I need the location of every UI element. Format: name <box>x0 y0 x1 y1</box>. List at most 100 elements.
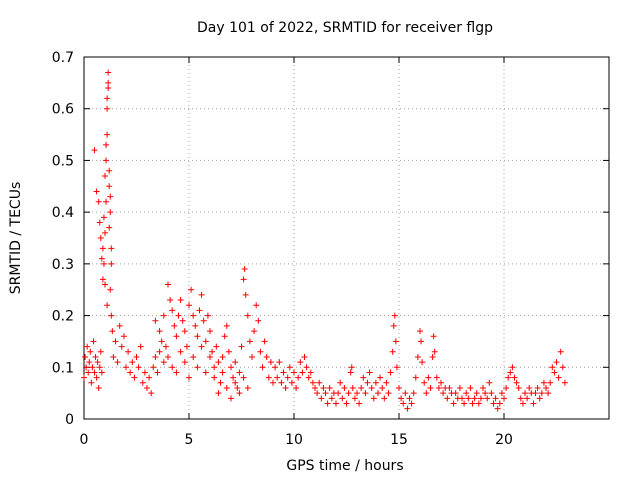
data-point <box>377 374 384 381</box>
data-point <box>385 390 392 397</box>
data-point <box>370 395 377 402</box>
data-point <box>194 364 201 371</box>
data-point <box>228 364 234 371</box>
data-point <box>236 369 243 376</box>
data-point <box>326 384 333 391</box>
data-point <box>89 364 96 371</box>
data-point <box>112 338 119 345</box>
data-point <box>324 400 331 407</box>
data-point <box>469 400 476 407</box>
data-point <box>440 390 447 397</box>
data-point <box>446 384 453 391</box>
data-point <box>335 390 342 397</box>
data-point <box>173 333 180 340</box>
data-point <box>498 390 505 397</box>
data-point <box>425 374 432 381</box>
data-point <box>118 343 125 350</box>
data-point <box>105 79 112 86</box>
data-point <box>349 384 356 391</box>
data-point <box>93 188 100 195</box>
data-point <box>97 348 104 355</box>
data-point <box>423 390 430 397</box>
data-point <box>95 384 102 391</box>
data-point <box>160 359 167 366</box>
data-point <box>515 384 522 391</box>
data-point <box>139 379 146 386</box>
data-point <box>100 214 107 221</box>
data-point <box>137 343 144 350</box>
data-point <box>236 390 243 397</box>
data-point <box>90 338 97 345</box>
data-point <box>84 343 91 350</box>
data-point <box>104 95 111 102</box>
data-point <box>81 374 87 381</box>
data-point <box>398 395 405 402</box>
data-points <box>81 69 568 412</box>
data-point <box>450 400 457 407</box>
data-point <box>198 343 205 350</box>
data-point <box>337 379 344 386</box>
data-point <box>459 395 465 402</box>
data-point <box>141 369 148 376</box>
data-point <box>93 374 100 381</box>
data-point <box>106 224 113 231</box>
data-point <box>152 317 159 324</box>
data-point <box>318 395 325 402</box>
data-point <box>435 384 442 391</box>
data-point <box>534 384 541 391</box>
data-point <box>387 369 394 376</box>
data-point <box>390 322 397 329</box>
data-point <box>404 405 411 412</box>
data-point <box>85 369 92 376</box>
data-point <box>465 395 472 402</box>
data-point <box>173 369 180 376</box>
data-point <box>456 384 463 391</box>
data-point <box>181 359 188 366</box>
data-point <box>96 219 103 226</box>
data-point <box>162 343 169 350</box>
data-point <box>345 390 352 397</box>
data-point <box>186 374 192 381</box>
data-point <box>501 395 507 402</box>
data-point <box>276 359 283 366</box>
data-point <box>207 353 213 360</box>
data-point <box>103 157 110 164</box>
data-point <box>244 384 251 391</box>
data-point <box>91 147 98 154</box>
data-point <box>190 353 197 360</box>
data-point <box>123 364 129 371</box>
data-point <box>91 369 98 376</box>
data-point <box>198 291 205 298</box>
data-point <box>322 390 329 397</box>
data-point <box>106 167 113 174</box>
data-point <box>194 333 201 340</box>
data-point <box>486 379 493 386</box>
data-point <box>255 317 262 324</box>
data-point <box>102 172 108 179</box>
x-axis-tick-labels: 0 5 10 15 20 <box>80 432 513 448</box>
y-axis-tick-labels: 0 0.1 0.2 0.3 0.4 0.5 0.6 0.7 <box>52 50 74 428</box>
data-point <box>217 379 224 386</box>
data-point <box>358 384 365 391</box>
data-point <box>496 400 503 407</box>
data-point <box>196 307 203 314</box>
data-point <box>186 302 192 309</box>
data-point <box>307 369 314 376</box>
data-point <box>265 374 272 381</box>
data-point <box>381 395 388 402</box>
data-point <box>110 353 117 360</box>
x-axis-label: GPS time / hours <box>286 458 403 474</box>
data-point <box>223 322 230 329</box>
data-point <box>431 348 438 355</box>
data-point <box>408 400 415 407</box>
chart-title: Day 101 of 2022, SRMTID for receiver flg… <box>197 20 493 36</box>
data-point <box>169 364 176 371</box>
data-point <box>452 390 459 397</box>
data-point <box>547 379 554 386</box>
data-point <box>555 374 562 381</box>
y-tick-label: 0.7 <box>52 50 74 66</box>
data-point <box>293 384 300 391</box>
data-point <box>242 291 249 298</box>
data-point <box>339 395 346 402</box>
data-point <box>103 198 110 205</box>
